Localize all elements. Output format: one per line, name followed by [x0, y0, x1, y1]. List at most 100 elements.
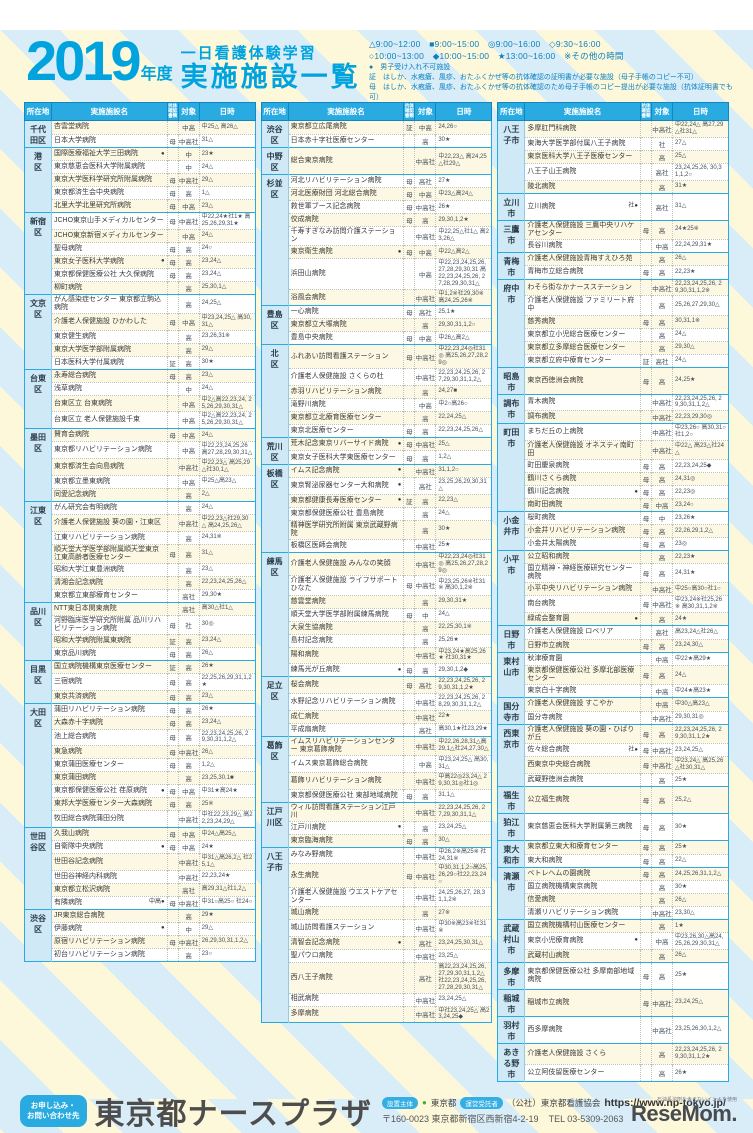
facility-name: 東京都立府中療育センター — [527, 356, 612, 364]
schedule-cell: 29△ — [198, 921, 256, 936]
facility-name-cell: 稲城市立病院 — [524, 988, 641, 1017]
antibody-doc-cell: 母 — [166, 368, 179, 383]
schedule-cell: 中22,23△社29,30△ 高24,25,26△ — [198, 513, 256, 532]
schedule-cell: 22,23★ — [672, 550, 729, 564]
header-antibody-doc: 抗体確認書類 — [640, 102, 653, 121]
target-cell: 高社 — [177, 601, 200, 616]
target-cell: 高 — [651, 219, 673, 240]
facility-name-cell: NTT東日本関東病院 — [51, 601, 168, 616]
target-cell: 中高社 — [414, 147, 436, 175]
facility-name-cell: 救世軍ブース記念病院 — [288, 200, 404, 214]
table-row: 東京北医療センター 母高 22,23,24,25,26△ — [261, 423, 492, 438]
schedule-cell: 22,24,25△ — [435, 410, 492, 425]
location-cell: 武蔵村山市 — [497, 919, 526, 963]
target-cell: 中高社 — [414, 344, 436, 369]
antibody-doc-cell — [640, 238, 652, 253]
facility-name-cell: 世田谷神経内科病院 — [51, 869, 168, 884]
facility-name: がん感染症センター 東京都立駒込病院 — [54, 295, 161, 311]
facility-name-cell: 東京都立東大和療育センター — [524, 840, 641, 855]
antibody-doc-cell — [640, 625, 652, 640]
target-cell: 高 — [177, 702, 200, 717]
antibody-doc-cell — [403, 646, 415, 664]
facility-name: 有隣病院 — [54, 898, 82, 906]
facility-name-cell: 池上総合病院 — [51, 728, 168, 746]
table-row: 大泉生協病院 高 22,25,30,1※ — [261, 620, 492, 635]
target-cell: 高社 — [651, 625, 673, 640]
facility-name-cell: まちだ丘の上病院 — [524, 423, 641, 441]
table-row: 台東区 永寿総合病院 母高 23△ — [24, 368, 256, 429]
antibody-doc-cell — [640, 932, 652, 950]
location-cell: 狛江市 — [497, 813, 526, 841]
schedule-cell: 中25△高23△ — [198, 474, 256, 489]
legend: △9:00~12:00 ■9:00~15:00 ◎9:00~16:00 ◇9:3… — [369, 38, 741, 103]
table-row: 浜田山病院 中高 中22,23,24,25,26, 27,28,29,30,31 高… — [261, 258, 492, 290]
target-cell: 高 — [177, 254, 200, 269]
facility-name: 原宿リハビリテーション病院 — [54, 937, 145, 945]
antibody-doc-cell: 母 — [403, 331, 415, 345]
facility-name: 昭和大学病院附属東病院 — [54, 636, 131, 644]
target-cell: 中高 — [651, 697, 673, 712]
facility-name: 東京都立広尾病院 — [290, 123, 347, 131]
location-cell: 葛飾区 — [261, 735, 289, 803]
facility-name: 大森赤十字病院 — [54, 718, 103, 726]
header-location: 所在地 — [260, 102, 289, 121]
antibody-doc-cell — [166, 853, 179, 871]
table-row: 昭島市 東京西徳洲会病院 母高 24,25★ — [497, 366, 729, 395]
organization-name: 東京都ナースプラザ — [94, 1097, 372, 1131]
target-cell: 中高社 — [651, 743, 673, 757]
location-cell: 町田市 — [497, 423, 526, 512]
antibody-doc-cell: 母 — [640, 813, 652, 841]
target-cell: 中高社 — [414, 771, 436, 790]
facility-name: 島村記念病院 — [290, 636, 333, 644]
table-row: 渋谷区 東京都立広尾病院 証中高 24,26○ — [261, 120, 492, 148]
target-cell: 高 — [414, 633, 436, 648]
target-cell: 中高社 — [651, 278, 673, 296]
facility-name-cell: 介護老人保健施設 ひかわした — [51, 312, 168, 331]
target-cell: 高 — [414, 493, 436, 508]
table-row: 東京腎泌尿器センター大和病院 ● 高社 23,25,26,29,30,31△ — [261, 476, 492, 495]
facility-name-cell: 多摩肛門科病院 — [524, 120, 641, 138]
facility-name: 清瀬リハビリテーション病院 — [527, 909, 619, 916]
facility-name-cell: 緑成会整育園 ● — [524, 612, 641, 626]
schedule-cell: 24△ — [672, 665, 729, 685]
target-cell: 中高社 — [651, 756, 673, 774]
legend-time-row1: △9:00~12:00 ■9:00~15:00 ◎9:00~16:00 ◇9:3… — [369, 39, 601, 49]
target-cell: 高社 — [177, 588, 200, 603]
table-row: 介護老人保健施設 さくらの杜 中高社 22,23,24,25,26, 27,29,3… — [261, 368, 492, 386]
facility-name-cell: 豊島中央病院 — [288, 331, 404, 345]
antibody-doc-cell — [640, 1042, 652, 1065]
schedule-cell: 23△ — [198, 562, 256, 577]
schedule-cell: 24△ — [672, 327, 729, 342]
antibody-doc-cell — [640, 652, 652, 666]
table-row: 南町田病院 母中高 23,24○ — [498, 498, 729, 512]
table-row: あきる野市 介護老人保健施設 さくら高 22,23,24,25,26, 29,30,… — [497, 1042, 729, 1082]
antibody-doc-cell — [403, 992, 415, 1007]
antibody-doc-cell: 証 — [403, 120, 415, 134]
table-row: 大田区 蒲田リハビリテーション病院母高 26★ — [24, 702, 256, 828]
facility-name: 東邦大学医療センター大森病院 — [54, 800, 152, 808]
target-cell: 高 — [651, 1064, 673, 1082]
table-row: 浅草病院 中 24△ — [25, 381, 256, 396]
antibody-doc-cell: 母 — [403, 200, 415, 214]
target-cell: 中高社 — [651, 410, 673, 424]
target-cell: 中高社 — [651, 582, 673, 596]
facility-name: 介護老人保健施設青梅すえひろ苑 — [527, 254, 633, 262]
facility-name-cell: 介護老人保健施設 葵の園・ひばりが丘 — [524, 724, 641, 744]
target-cell: 中高社 — [414, 919, 436, 937]
header-target: 対象 — [177, 102, 200, 121]
target-cell: 高 — [177, 797, 200, 811]
facility-name: 秋津療育園 — [527, 655, 563, 663]
antibody-doc-cell — [640, 162, 652, 181]
facility-name: みなみ野病院 — [290, 851, 333, 859]
target-cell: 高 — [651, 813, 673, 841]
facility-name: 東京都立北療育医療センター — [290, 413, 382, 421]
location-cell: 新宿区 — [24, 212, 52, 295]
schedule-cell: 25△ — [435, 436, 492, 451]
facility-name-cell: 長谷川病院 — [524, 238, 641, 253]
top-white-band — [0, 0, 753, 30]
facility-name-cell: 国分寺病院 — [524, 710, 641, 725]
table-row: 浴風会病院 中高社 中1,2※社29,30※ 高24,25,26※ — [261, 288, 492, 306]
table-row: 東京大学医科学研究所附属病院 母中高社 29△ — [25, 173, 256, 187]
target-cell: 中高社 — [414, 1005, 436, 1023]
facility-name: 久我山病院 — [54, 830, 89, 838]
